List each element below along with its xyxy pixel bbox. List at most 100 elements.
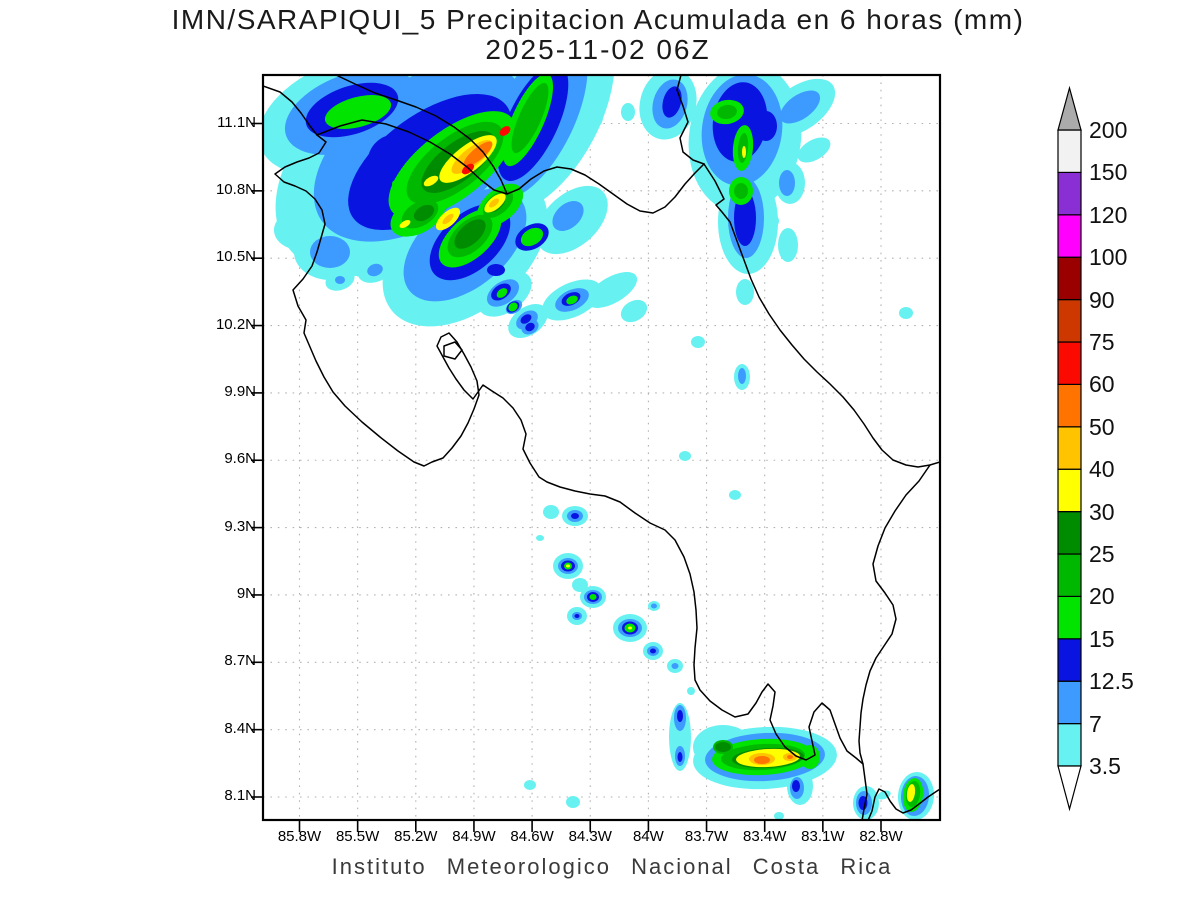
precip-cell-g bbox=[566, 295, 578, 305]
precip-cell-c bbox=[736, 279, 754, 305]
precip-cell-c bbox=[679, 451, 691, 461]
precip-cell-c bbox=[274, 210, 326, 250]
colorbar-segment bbox=[1057, 299, 1082, 343]
chart-subtitle-valid-time: 2025-11-02 06Z bbox=[485, 34, 711, 65]
lat-tick-label: 11.1N bbox=[217, 113, 256, 131]
precip-cell-d bbox=[677, 710, 683, 722]
precip-cell-c bbox=[778, 228, 798, 262]
precip-cell-c bbox=[620, 299, 648, 323]
colorbar-segment bbox=[1057, 468, 1082, 513]
panama-border bbox=[858, 464, 931, 765]
colorbar-tick-label: 60 bbox=[1089, 371, 1115, 398]
precip-cell-O bbox=[754, 756, 770, 764]
colorbar bbox=[1057, 85, 1082, 812]
precip-cell-d bbox=[677, 752, 683, 762]
colorbar-tick-label: 150 bbox=[1089, 159, 1128, 186]
precip-cell-D bbox=[715, 742, 731, 752]
precip-cell-O bbox=[787, 755, 793, 759]
precip-cell-c bbox=[687, 687, 695, 695]
precip-cell-y bbox=[742, 146, 746, 158]
colorbar-tick-label: 7 bbox=[1089, 710, 1102, 737]
precip-cell-c bbox=[566, 796, 580, 808]
colorbar-segment bbox=[1057, 638, 1082, 682]
colorbar-tick-label: 30 bbox=[1089, 498, 1115, 525]
colorbar-segment bbox=[1057, 426, 1082, 470]
colorbar-arrow-below-min bbox=[1057, 765, 1082, 812]
precip-cell-d bbox=[571, 513, 579, 519]
lon-tick-label: 84.9W bbox=[452, 828, 496, 845]
chart-title: IMN/SARAPIQUI_5 Precipitacion Acumulada … bbox=[171, 4, 1025, 35]
precip-cell-d bbox=[487, 264, 505, 276]
lat-tick-label: 9N bbox=[236, 584, 256, 602]
lat-tick-label: 9.3N bbox=[224, 517, 256, 535]
nicaragua-border bbox=[316, 119, 705, 214]
basemap-outlines bbox=[263, 75, 940, 820]
precip-cell-g bbox=[508, 302, 518, 312]
lake-nicaragua-shore bbox=[335, 75, 508, 195]
colorbar-tick-label: 120 bbox=[1089, 201, 1128, 228]
precip-cell-y bbox=[423, 175, 439, 187]
pacific-coastline bbox=[263, 85, 940, 820]
precip-cell-y bbox=[566, 564, 570, 568]
precip-cell-c bbox=[899, 307, 913, 319]
precip-cell-b bbox=[552, 201, 584, 231]
lat-tick-label: 9.6N bbox=[224, 450, 256, 468]
precip-cell-b bbox=[335, 276, 345, 284]
colorbar-tick-label: 12.5 bbox=[1089, 668, 1134, 695]
precip-cell-d bbox=[662, 86, 682, 118]
precip-cell-o bbox=[442, 213, 454, 225]
precip-cell-G bbox=[511, 82, 549, 154]
precip-cell-g bbox=[324, 95, 392, 129]
precip-cell-b bbox=[651, 603, 657, 609]
colorbar-segment bbox=[1057, 341, 1082, 386]
lon-tick-label: 82.8W bbox=[859, 828, 903, 845]
precip-cell-G bbox=[717, 104, 737, 120]
precipitation-shading bbox=[263, 75, 935, 820]
colorbar-tick-label: 50 bbox=[1089, 413, 1115, 440]
lat-tick-label: 10.2N bbox=[215, 315, 256, 333]
precip-cell-c bbox=[774, 812, 784, 820]
colorbar-segment bbox=[1057, 722, 1082, 767]
precip-cell-d bbox=[650, 648, 656, 654]
precip-cell-c bbox=[586, 272, 638, 308]
precip-cell-d bbox=[755, 111, 777, 141]
precip-cell-g bbox=[520, 227, 544, 247]
colorbar-segment bbox=[1057, 256, 1082, 301]
colorbar-segment bbox=[1057, 595, 1082, 640]
precip-cell-c bbox=[581, 112, 603, 132]
lon-tick-label: 84.3W bbox=[568, 828, 612, 845]
precip-cell-g bbox=[496, 288, 508, 298]
precip-cell-c bbox=[524, 780, 536, 790]
caribbean-coast-nicaragua bbox=[676, 75, 705, 165]
precip-cell-c bbox=[572, 578, 588, 592]
lon-tick-label: 83.4W bbox=[743, 828, 787, 845]
lat-tick-label: 8.1N bbox=[224, 787, 256, 804]
precip-cell-d bbox=[574, 614, 580, 618]
lat-tick-label: 9.9N bbox=[224, 382, 256, 400]
colorbar-segment bbox=[1057, 129, 1082, 174]
precip-cell-r bbox=[499, 126, 511, 136]
colorbar-tick-label: 100 bbox=[1089, 244, 1128, 271]
lon-tick-label: 84W bbox=[632, 828, 664, 845]
precip-cell-y bbox=[906, 784, 916, 802]
lat-tick-label: 8.4N bbox=[224, 719, 256, 737]
precip-cell-g bbox=[392, 180, 400, 188]
precip-cell-c bbox=[763, 214, 779, 228]
precip-cell-c bbox=[543, 505, 559, 519]
precip-cell-c bbox=[536, 535, 544, 541]
precip-cell-d bbox=[792, 780, 800, 792]
axis-frame-and-ticks bbox=[251, 73, 942, 832]
colorbar-segment bbox=[1057, 383, 1082, 428]
precip-cell-b bbox=[671, 663, 679, 669]
colorbar-tick-label: 200 bbox=[1089, 117, 1128, 143]
colorbar-tick-label: 15 bbox=[1089, 625, 1115, 652]
colorbar-segment bbox=[1057, 680, 1082, 725]
colorbar-segment bbox=[1057, 214, 1082, 258]
precip-cell-d bbox=[467, 261, 481, 271]
precip-cell-D bbox=[454, 219, 486, 249]
precip-cell-y bbox=[628, 626, 632, 630]
precip-cell-c bbox=[797, 137, 831, 163]
colorbar-segment bbox=[1057, 553, 1082, 598]
precip-cell-c bbox=[691, 336, 705, 348]
